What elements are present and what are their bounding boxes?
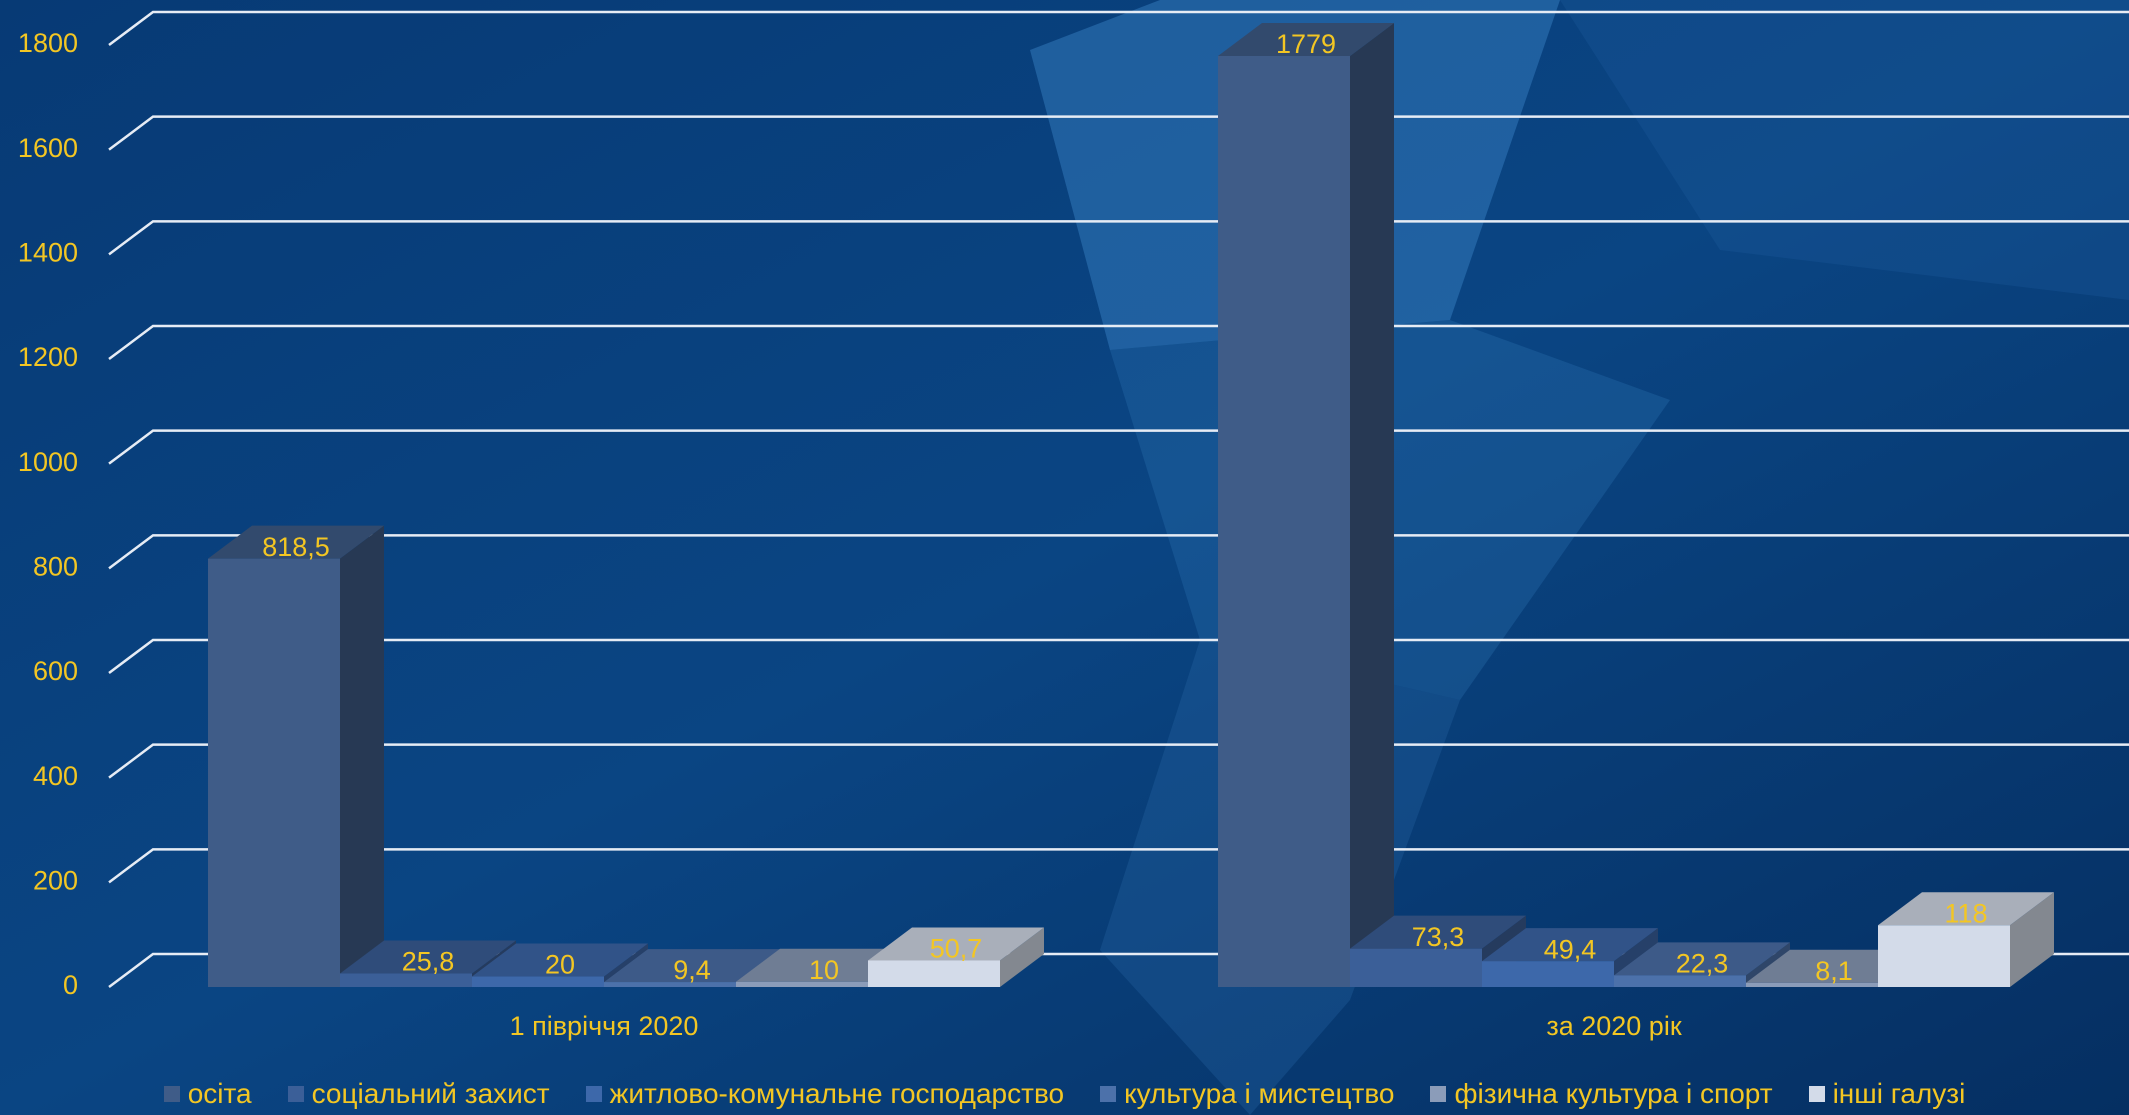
bar-side <box>2010 892 2054 987</box>
legend-item: фізична культура і спорт <box>1430 1078 1773 1110</box>
x-tick-label: за 2020 рік <box>1546 1011 1681 1041</box>
grid-line <box>108 220 2129 256</box>
x-tick-label: 1 півріччя 2020 <box>510 1011 699 1041</box>
legend-label: осіта <box>187 1078 252 1109</box>
bar <box>1746 982 1878 987</box>
bar <box>1614 975 1746 987</box>
bar <box>472 976 604 987</box>
bar-top <box>1482 928 1658 962</box>
data-label: 20 <box>545 950 575 980</box>
grid-line <box>108 638 2129 674</box>
data-label: 118 <box>1944 898 1987 928</box>
y-tick-label: 800 <box>33 551 78 581</box>
bar <box>868 960 1000 987</box>
bar <box>1482 961 1614 987</box>
legend-label: фізична культура і спорт <box>1454 1078 1773 1109</box>
bar-top <box>1614 942 1790 976</box>
grid-line <box>108 743 2129 779</box>
data-label: 73,3 <box>1412 922 1465 952</box>
bar <box>1350 948 1482 987</box>
legend-swatch <box>287 1086 304 1102</box>
y-tick-label: 1800 <box>18 28 78 58</box>
legend-item: соціальний захист <box>287 1078 550 1110</box>
grid-line <box>108 10 2129 46</box>
bar <box>736 981 868 987</box>
legend-label: культура і мистецтво <box>1124 1078 1395 1109</box>
bar <box>208 558 340 987</box>
bar-top <box>340 940 516 974</box>
data-label: 9,4 <box>673 955 711 985</box>
legend-item: житлово-комунальне господарство <box>585 1078 1065 1110</box>
bar-side <box>340 525 384 987</box>
data-label: 50,7 <box>930 934 983 964</box>
data-label: 1779 <box>1276 29 1336 59</box>
y-tick-label: 0 <box>63 970 78 1000</box>
y-tick-label: 600 <box>33 656 78 686</box>
data-label: 10 <box>809 955 839 985</box>
grid-line <box>108 429 2129 465</box>
data-label: 8,1 <box>1815 956 1853 986</box>
grid-line <box>108 324 2129 360</box>
bar-top <box>1878 892 2054 926</box>
bar-side <box>1350 22 1394 988</box>
legend-swatch <box>1100 1086 1117 1102</box>
legend-swatch <box>1808 1086 1825 1102</box>
legend-swatch <box>585 1086 602 1102</box>
legend-swatch <box>1430 1086 1447 1102</box>
bar-top <box>868 927 1044 961</box>
data-label: 22,3 <box>1676 948 1729 978</box>
y-tick-label: 1200 <box>18 342 78 372</box>
legend-swatch <box>163 1086 180 1102</box>
bar-side <box>1000 927 1044 987</box>
legend-label: житлово-комунальне господарство <box>609 1078 1065 1109</box>
bar-top <box>604 949 780 983</box>
decor <box>1560 0 2129 300</box>
legend-label: інші галузі <box>1832 1078 1966 1109</box>
y-tick-label: 1600 <box>18 133 78 163</box>
legend-item: осіта <box>163 1078 252 1110</box>
bar-top <box>472 943 648 977</box>
bar-top <box>1350 915 1526 949</box>
bar <box>1218 55 1350 988</box>
legend-label: соціальний захист <box>311 1078 550 1109</box>
legend: осіта соціальний захист житлово-комунальне… <box>0 1078 2129 1110</box>
bar <box>604 982 736 987</box>
legend-item: інші галузі <box>1808 1078 1966 1110</box>
grid-line <box>108 534 2129 570</box>
y-tick-label: 400 <box>33 761 78 791</box>
data-label: 25,8 <box>402 947 455 977</box>
data-label: 49,4 <box>1544 934 1597 964</box>
grid-line <box>108 115 2129 151</box>
bar-top <box>1218 22 1394 56</box>
data-label: 818,5 <box>262 532 330 562</box>
legend-item: культура і мистецтво <box>1100 1078 1394 1110</box>
grid-line <box>108 848 2129 884</box>
bar-top <box>208 525 384 559</box>
bar <box>1878 925 2010 987</box>
y-tick-label: 1000 <box>18 447 78 477</box>
y-tick-label: 1400 <box>18 237 78 267</box>
y-tick-label: 200 <box>33 865 78 895</box>
bar <box>340 973 472 987</box>
